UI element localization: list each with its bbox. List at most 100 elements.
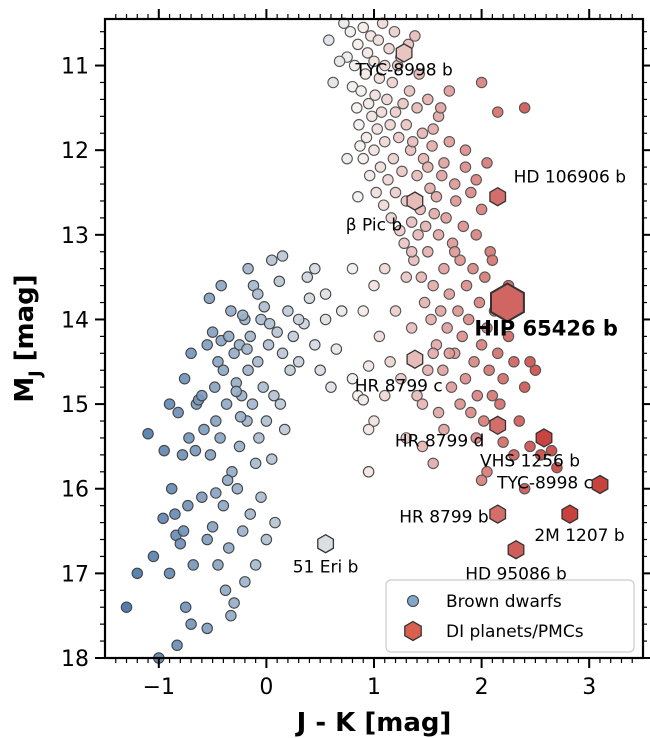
- field-dwarf-point: [518, 482, 531, 495]
- field-dwarf-point: [475, 76, 488, 89]
- field-dwarf-point: [518, 381, 531, 393]
- field-dwarf-point: [443, 288, 456, 300]
- di-planet-marker: [535, 428, 553, 448]
- x-axis-title: J - K [mag]: [295, 708, 452, 738]
- field-dwarf-point: [411, 389, 423, 402]
- di-planet-marker: [490, 282, 525, 323]
- field-dwarf-point: [445, 381, 458, 393]
- field-dwarf-point: [437, 364, 449, 376]
- legend: Brown dwarfs DI planets/PMCs: [385, 579, 635, 653]
- brown-dwarf-point: [222, 330, 235, 343]
- brown-dwarf-point: [203, 292, 216, 305]
- brown-dwarf-point: [206, 521, 219, 533]
- brown-dwarf-point: [253, 432, 265, 444]
- field-dwarf-point: [508, 449, 520, 461]
- di-planet-label: 2M 1207 b: [534, 526, 624, 546]
- field-dwarf-point: [400, 271, 413, 283]
- brown-dwarf-point: [183, 432, 195, 444]
- brown-dwarf-point: [131, 567, 144, 580]
- field-dwarf-point: [368, 144, 380, 156]
- field-dwarf-point: [405, 245, 418, 258]
- brown-dwarf-point: [274, 398, 287, 410]
- field-dwarf-point: [344, 25, 357, 38]
- y-axis-title: MJ [mag]: [10, 274, 46, 402]
- field-dwarf-point: [457, 220, 470, 233]
- field-dwarf-point: [427, 123, 439, 135]
- brown-dwarf-point: [196, 389, 208, 402]
- field-dwarf-point: [416, 127, 429, 140]
- brown-dwarf-point: [271, 326, 283, 338]
- brown-dwarf-point: [266, 254, 278, 266]
- brown-dwarf-point: [214, 432, 226, 444]
- brown-dwarf-point: [357, 394, 369, 406]
- field-dwarf-point: [430, 190, 443, 203]
- field-dwarf-point: [508, 356, 520, 368]
- field-dwarf-point: [497, 372, 509, 385]
- field-dwarf-point: [432, 406, 445, 419]
- field-dwarf-point: [398, 237, 410, 250]
- brown-dwarf-point: [236, 309, 249, 321]
- field-dwarf-point: [467, 262, 479, 275]
- y-tick-label: 14: [61, 308, 89, 333]
- field-dwarf-point: [368, 279, 380, 292]
- field-dwarf-point: [352, 190, 364, 203]
- field-dwarf-point: [535, 449, 547, 461]
- field-dwarf-point: [502, 330, 515, 343]
- field-dwarf-point: [443, 347, 456, 360]
- field-dwarf-point: [486, 254, 499, 266]
- di-planet-label: HD 106906 b: [514, 167, 626, 187]
- legend-marker: [404, 620, 422, 642]
- brown-dwarf-point: [178, 372, 191, 385]
- field-dwarf-point: [381, 93, 393, 106]
- legend-marker: [406, 594, 420, 608]
- field-dwarf-point: [382, 174, 394, 186]
- field-dwarf-point: [459, 144, 472, 156]
- y-tick-label: 16: [61, 478, 89, 503]
- di-planet-label: 51 Eri b: [293, 558, 359, 578]
- brown-dwarf-point: [163, 398, 176, 410]
- brown-dwarf-point: [172, 406, 184, 419]
- field-dwarf-point: [440, 212, 452, 224]
- brown-dwarf-point: [292, 313, 305, 326]
- field-dwarf-point: [436, 169, 448, 182]
- di-planet-marker: [561, 504, 579, 524]
- brown-dwarf-point: [220, 398, 233, 410]
- field-dwarf-point: [419, 220, 432, 233]
- brown-dwarf-point: [276, 250, 289, 262]
- field-dwarf-point: [379, 389, 391, 402]
- field-dwarf-point: [396, 165, 408, 178]
- field-dwarf-point: [379, 135, 391, 148]
- di-planet-label: HR 8799 d: [395, 431, 484, 451]
- brown-dwarf-point: [273, 275, 286, 288]
- field-dwarf-point: [470, 229, 482, 241]
- brown-dwarf-point: [201, 339, 213, 351]
- brown-dwarf-point: [147, 550, 160, 563]
- field-dwarf-point: [497, 436, 509, 448]
- field-dwarf-point: [360, 131, 373, 144]
- brown-dwarf-point: [335, 305, 348, 317]
- field-dwarf-point: [412, 229, 424, 241]
- brown-dwarf-point: [260, 533, 273, 546]
- field-dwarf-point: [405, 322, 418, 334]
- legend-label: DI planets/PMCs: [446, 622, 584, 642]
- brown-dwarf-point: [212, 356, 224, 368]
- field-dwarf-point: [352, 38, 364, 51]
- brown-dwarf-point: [252, 356, 264, 368]
- field-dwarf-point: [409, 30, 421, 42]
- field-dwarf-point: [450, 195, 462, 207]
- field-dwarf-point: [394, 224, 406, 237]
- brown-dwarf-point: [330, 343, 343, 355]
- brown-dwarf-point: [230, 385, 243, 398]
- brown-dwarf-point: [204, 449, 217, 461]
- brown-dwarf-point: [309, 339, 321, 351]
- brown-dwarf-point: [217, 499, 230, 512]
- brown-dwarf-point: [142, 427, 154, 440]
- di-planet-label: HD 95086 b: [465, 564, 567, 584]
- field-dwarf-point: [374, 161, 387, 173]
- di-planet-label: HR 8799 b: [399, 508, 488, 528]
- field-dwarf-point: [422, 245, 434, 258]
- field-dwarf-point: [529, 364, 542, 376]
- brown-dwarf-point: [182, 499, 194, 512]
- di-planet-marker: [395, 43, 413, 63]
